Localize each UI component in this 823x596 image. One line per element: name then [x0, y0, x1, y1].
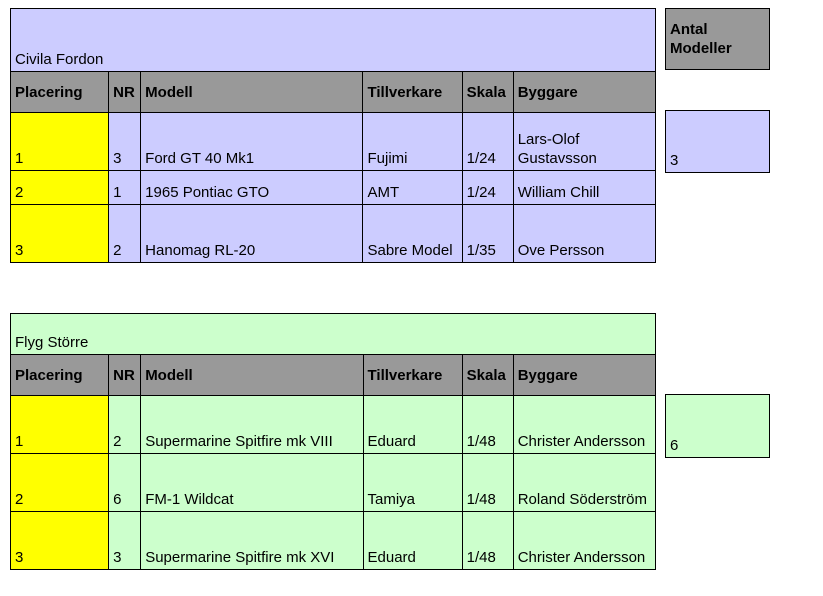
cell-modell: Hanomag RL-20: [140, 204, 364, 263]
cell-skala: 1/35: [461, 204, 514, 263]
cell-skala: 1/48: [461, 453, 514, 512]
cell-nr: 1: [108, 170, 142, 205]
cell-tillverkare: Fujimi: [362, 112, 463, 171]
cell-byggare: Lars-Olof Gustavsson: [512, 112, 657, 171]
column-header-placering: Placering: [9, 71, 110, 113]
column-header-byggare: Byggare: [512, 354, 657, 396]
results-table-flyg-storre: Flyg Större Placering NR Modell Tillverk…: [9, 313, 657, 570]
cell-tillverkare: Eduard: [362, 395, 463, 454]
cell-placering: 2: [9, 170, 110, 205]
antal-modeller-header-line1: Antal: [670, 21, 708, 38]
cell-placering: 1: [9, 112, 110, 171]
column-header-byggare: Byggare: [512, 71, 657, 113]
cell-tillverkare: Sabre Model: [362, 204, 463, 263]
table-row: 3 3 Supermarine Spitfire mk XVI Eduard 1…: [9, 511, 657, 570]
cell-skala: 1/24: [461, 112, 514, 171]
cell-nr: 3: [108, 112, 142, 171]
table-row: 1 2 Supermarine Spitfire mk VIII Eduard …: [9, 395, 657, 454]
cell-skala: 1/48: [461, 511, 514, 570]
column-header-nr: NR: [108, 71, 142, 113]
section-title: Flyg Större: [10, 313, 656, 355]
column-header-tillverkare: Tillverkare: [362, 71, 463, 113]
table-header-row: Placering NR Modell Tillverkare Skala By…: [9, 354, 657, 396]
cell-byggare: William Chill: [512, 170, 657, 205]
antal-modeller-count: 3: [670, 152, 679, 169]
table-title-row: Civila Fordon: [10, 8, 656, 72]
column-header-modell: Modell: [140, 71, 364, 113]
cell-nr: 2: [108, 204, 142, 263]
cell-byggare: Christer Andersson: [512, 511, 657, 570]
column-header-nr: NR: [108, 354, 142, 396]
column-header-modell: Modell: [140, 354, 364, 396]
table-row: 2 1 1965 Pontiac GTO AMT 1/24 William Ch…: [9, 170, 657, 205]
table-header-row: Placering NR Modell Tillverkare Skala By…: [9, 71, 657, 113]
cell-nr: 6: [108, 453, 142, 512]
cell-tillverkare: Eduard: [362, 511, 463, 570]
cell-modell: Supermarine Spitfire mk VIII: [140, 395, 364, 454]
column-header-placering: Placering: [9, 354, 110, 396]
cell-skala: 1/24: [461, 170, 514, 205]
cell-modell: FM-1 Wildcat: [140, 453, 364, 512]
table-row: 2 6 FM-1 Wildcat Tamiya 1/48 Roland Söde…: [9, 453, 657, 512]
cell-placering: 2: [9, 453, 110, 512]
section-civila-fordon: Civila Fordon Placering NR Modell Tillve…: [9, 8, 657, 263]
cell-tillverkare: Tamiya: [362, 453, 463, 512]
antal-modeller-value-civila-fordon: 3: [665, 110, 770, 173]
cell-nr: 2: [108, 395, 142, 454]
results-table-civila-fordon: Civila Fordon Placering NR Modell Tillve…: [9, 8, 657, 263]
cell-modell: 1965 Pontiac GTO: [140, 170, 364, 205]
cell-skala: 1/48: [461, 395, 514, 454]
cell-modell: Ford GT 40 Mk1: [140, 112, 364, 171]
section-flyg-storre: Flyg Större Placering NR Modell Tillverk…: [9, 313, 657, 570]
column-header-skala: Skala: [461, 354, 514, 396]
cell-placering: 3: [9, 511, 110, 570]
antal-modeller-value-flyg-storre: 6: [665, 394, 770, 458]
antal-modeller-count: 6: [670, 437, 679, 454]
cell-modell: Supermarine Spitfire mk XVI: [140, 511, 364, 570]
cell-nr: 3: [108, 511, 142, 570]
cell-tillverkare: AMT: [362, 170, 463, 205]
cell-byggare: Roland Söderström: [512, 453, 657, 512]
antal-modeller-header: Antal Modeller: [665, 8, 770, 70]
table-row: 1 3 Ford GT 40 Mk1 Fujimi 1/24 Lars-Olof…: [9, 112, 657, 171]
table-title-row: Flyg Större: [10, 313, 656, 355]
column-header-tillverkare: Tillverkare: [362, 354, 463, 396]
cell-placering: 3: [9, 204, 110, 263]
cell-byggare: Christer Andersson: [512, 395, 657, 454]
cell-byggare: Ove Persson: [512, 204, 657, 263]
table-row: 3 2 Hanomag RL-20 Sabre Model 1/35 Ove P…: [9, 204, 657, 263]
section-title: Civila Fordon: [10, 8, 656, 72]
antal-modeller-header-line2: Modeller: [670, 40, 732, 57]
column-header-skala: Skala: [461, 71, 514, 113]
cell-placering: 1: [9, 395, 110, 454]
